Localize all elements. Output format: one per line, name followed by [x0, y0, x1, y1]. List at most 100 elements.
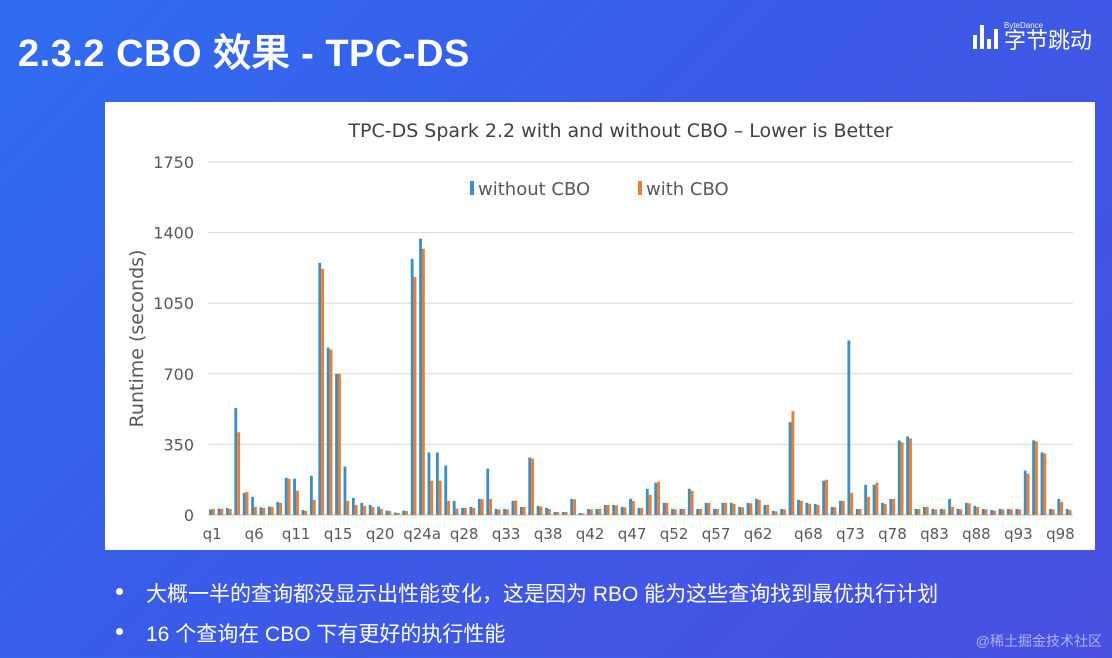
bar-with-cbo: [951, 506, 954, 515]
bar-without-cbo: [780, 508, 784, 515]
bar-with-cbo: [254, 506, 257, 515]
bar-without-cbo: [469, 506, 473, 515]
slide-title: 2.3.2 CBO 效果 - TPC-DS: [18, 33, 470, 75]
legend-label: without CBO: [478, 179, 590, 200]
bar-with-cbo: [1001, 509, 1005, 515]
bar-without-cbo: [662, 502, 666, 515]
x-tick-label: q83: [920, 525, 949, 543]
bar-with-cbo: [875, 482, 879, 515]
bar-with-cbo: [237, 432, 241, 515]
bar-with-cbo: [262, 507, 266, 515]
bar-without-cbo: [1032, 440, 1036, 515]
bar-with-cbo: [1018, 509, 1022, 515]
bar-without-cbo: [923, 506, 926, 515]
bar-without-cbo: [452, 500, 456, 515]
bar-without-cbo: [914, 508, 918, 515]
bar-with-cbo: [228, 508, 232, 515]
bar-with-cbo: [976, 506, 980, 515]
bar-with-cbo: [581, 513, 585, 515]
legend-label: with CBO: [646, 179, 729, 200]
chart-title: TPC-DS Spark 2.2 with and without CBO – …: [347, 120, 892, 142]
bar-without-cbo: [368, 504, 372, 515]
bar-without-cbo: [822, 480, 826, 515]
bar-without-cbo: [511, 500, 515, 515]
bar-without-cbo: [881, 502, 884, 515]
bar-with-cbo: [657, 481, 660, 515]
y-tick-label: 1750: [153, 153, 194, 172]
bar-with-cbo: [245, 491, 249, 515]
bar-with-cbo: [623, 507, 627, 515]
bar-without-cbo: [360, 502, 364, 515]
bar-without-cbo: [503, 508, 506, 515]
bar-with-cbo: [522, 506, 526, 515]
bar-without-cbo: [587, 508, 590, 515]
bar-without-cbo: [1015, 508, 1019, 515]
bar-without-cbo: [427, 452, 431, 515]
bar-without-cbo: [788, 422, 792, 515]
bar-with-cbo: [564, 511, 568, 515]
bar-without-cbo: [654, 482, 658, 515]
bar-without-cbo: [536, 505, 540, 515]
bar-with-cbo: [858, 508, 862, 515]
y-tick-label: 1400: [153, 224, 194, 243]
bar-without-cbo: [889, 498, 893, 515]
logo-brand-small: ByteDance: [1003, 21, 1044, 30]
bar-with-cbo: [514, 500, 518, 515]
bar-without-cbo: [847, 340, 851, 515]
bar-with-cbo: [808, 503, 812, 515]
bar-without-cbo: [477, 498, 481, 515]
bar-without-cbo: [595, 508, 599, 515]
bar-without-cbo: [377, 506, 380, 515]
x-tick-label: q62: [744, 525, 773, 543]
bar-without-cbo: [435, 452, 439, 515]
bar-without-cbo: [855, 508, 859, 515]
bar-without-cbo: [771, 510, 775, 515]
bar-with-cbo: [531, 458, 535, 515]
bar-with-cbo: [606, 504, 610, 515]
bar-with-cbo: [287, 478, 291, 515]
bar-without-cbo: [242, 492, 246, 515]
x-tick-label: q24a: [403, 525, 441, 543]
bar-with-cbo: [631, 500, 635, 515]
bar-with-cbo: [749, 503, 753, 515]
bar-with-cbo: [816, 504, 820, 515]
bar-with-cbo: [279, 502, 283, 515]
bar-without-cbo: [729, 502, 733, 515]
bar-without-cbo: [830, 506, 834, 515]
bar-without-cbo: [906, 436, 910, 515]
bar-without-cbo: [1057, 498, 1061, 515]
bar-without-cbo: [755, 498, 758, 515]
bar-without-cbo: [385, 510, 389, 515]
bar-without-cbo: [301, 509, 305, 515]
bar-with-cbo: [379, 508, 383, 515]
bar-with-cbo: [447, 500, 451, 515]
bar-with-cbo: [917, 508, 921, 515]
bar-with-cbo: [480, 499, 484, 515]
bar-without-cbo: [267, 506, 271, 515]
bar-with-cbo: [825, 479, 828, 515]
bar-with-cbo: [472, 507, 476, 515]
x-tick-label: q52: [660, 525, 689, 543]
bar-without-cbo: [561, 511, 565, 515]
bar-with-cbo: [699, 508, 702, 515]
bar-with-cbo: [296, 490, 299, 515]
y-tick-label: 700: [163, 365, 194, 384]
bar-with-cbo: [741, 507, 744, 515]
bar-with-cbo: [463, 507, 467, 515]
bar-without-cbo: [1065, 508, 1069, 515]
x-tick-label: q28: [450, 525, 479, 543]
bullet-item: 16 个查询在 CBO 下有更好的执行性能: [110, 618, 938, 648]
bar-without-cbo: [813, 503, 817, 515]
bar-with-cbo: [589, 509, 593, 515]
y-tick-label: 1050: [153, 294, 194, 313]
x-tick-label: q57: [702, 525, 731, 543]
bar-with-cbo: [959, 509, 963, 515]
bar-with-cbo: [304, 510, 308, 515]
bar-with-cbo: [354, 504, 358, 515]
bar-without-cbo: [335, 373, 339, 515]
bar-without-cbo: [343, 466, 347, 515]
bar-with-cbo: [371, 506, 375, 515]
bar-with-cbo: [1009, 509, 1013, 515]
bar-without-cbo: [671, 508, 674, 515]
bar-with-cbo: [1068, 509, 1072, 515]
